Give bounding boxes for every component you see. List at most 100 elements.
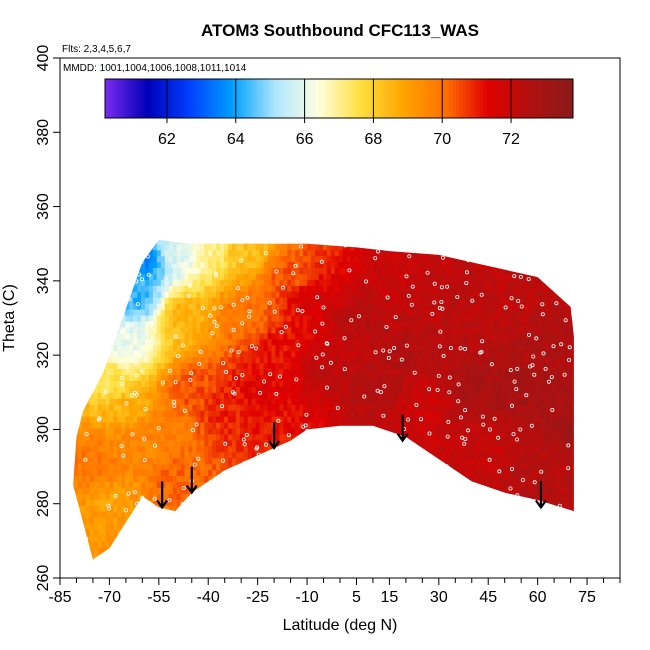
field-cell (311, 540, 316, 548)
field-cell (394, 499, 399, 506)
field-cell (401, 475, 407, 482)
field-cell (366, 398, 371, 405)
field-cell (192, 261, 197, 268)
field-cell (390, 523, 395, 530)
field-cell (366, 565, 371, 572)
field-cell (335, 565, 340, 572)
field-cell (283, 240, 288, 245)
field-cell (303, 416, 308, 423)
field-cell (77, 398, 83, 405)
field-cell (354, 297, 360, 304)
field-cell (267, 321, 273, 328)
field-cell (330, 368, 336, 375)
field-cell (192, 457, 197, 465)
field-cell (129, 303, 134, 310)
field-cell (307, 487, 312, 494)
field-cell (390, 285, 395, 292)
field-cell (326, 297, 332, 304)
field-cell (77, 350, 83, 358)
field-cell (307, 344, 312, 352)
field-cell (315, 552, 320, 560)
field-cell (164, 433, 170, 441)
field-cell (378, 505, 383, 512)
field-cell (156, 416, 162, 423)
field-cell (358, 469, 363, 476)
field-cell (390, 416, 395, 423)
field-cell (378, 422, 383, 429)
field-cell (370, 362, 375, 370)
field-cell (101, 481, 107, 488)
field-cell (125, 433, 130, 441)
field-cell (105, 392, 111, 399)
field-cell (235, 487, 241, 494)
field-cell (259, 529, 265, 536)
field-cell (239, 427, 245, 435)
field-cell (394, 285, 399, 292)
field-cell (315, 291, 320, 298)
field-cell (279, 380, 284, 387)
field-cell (401, 392, 407, 399)
field-cell (93, 552, 99, 560)
field-cell (156, 273, 162, 280)
curtain-field (73, 240, 574, 572)
field-cell (109, 469, 114, 476)
field-cell (168, 493, 174, 500)
field-cell (386, 261, 391, 268)
field-cell (228, 267, 233, 274)
field-cell (133, 427, 138, 435)
field-cell (259, 523, 265, 530)
field-cell (180, 451, 186, 459)
field-cell (247, 321, 253, 328)
field-cell (342, 445, 348, 453)
field-cell (105, 374, 111, 381)
field-cell (145, 386, 150, 393)
field-cell (338, 451, 344, 459)
field-cell (263, 433, 269, 441)
field-cell (145, 463, 150, 471)
field-cell (133, 291, 138, 298)
field-cell (358, 416, 363, 423)
field-cell (81, 493, 87, 500)
field-cell (85, 481, 91, 488)
field-cell (386, 380, 391, 387)
field-cell (299, 374, 304, 381)
field-cell (279, 315, 284, 322)
field-cell (405, 463, 411, 471)
field-cell (362, 398, 367, 405)
field-cell (164, 540, 170, 548)
field-cell (121, 457, 126, 465)
field-cell (113, 398, 118, 405)
field-cell (148, 279, 154, 286)
field-cell (315, 356, 320, 364)
field-cell (326, 552, 332, 560)
field-cell (145, 326, 150, 334)
field-cell (311, 380, 316, 387)
field-cell (394, 267, 399, 274)
field-cell (109, 546, 114, 554)
field-cell (232, 255, 237, 263)
field-cell (334, 534, 340, 542)
field-cell (212, 416, 217, 423)
field-cell (93, 261, 99, 268)
field-cell (216, 303, 221, 310)
field-cell (216, 380, 221, 387)
field-cell (239, 398, 245, 405)
field-cell (184, 517, 190, 524)
field-cell (334, 386, 340, 393)
field-cell (212, 481, 217, 488)
field-cell (204, 505, 209, 512)
field-cell (117, 475, 122, 482)
field-cell (259, 511, 265, 518)
field-cell (129, 499, 134, 506)
field-cell (196, 558, 201, 560)
field-cell (192, 315, 197, 322)
field-cell (243, 511, 249, 518)
field-cell (133, 398, 138, 405)
field-cell (224, 368, 229, 375)
field-cell (259, 255, 265, 263)
field-cell (117, 297, 122, 304)
field-cell (247, 552, 253, 560)
field-cell (137, 457, 142, 465)
field-cell (235, 422, 241, 429)
field-cell (192, 368, 197, 375)
